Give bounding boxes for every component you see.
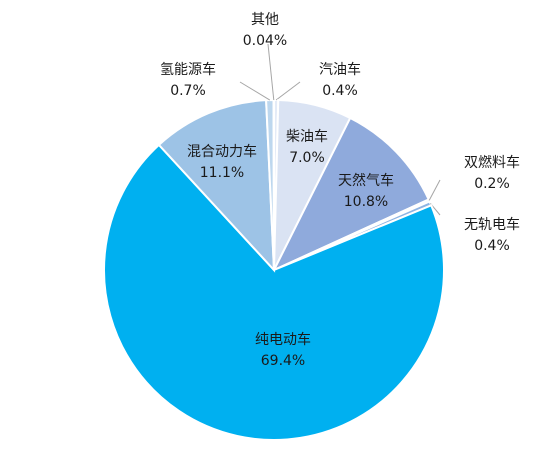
value-label: 0.4% [474,238,510,254]
slice-label: 柴油车 [286,128,328,145]
slice-label: 其他 [251,12,279,28]
value-label: 10.8% [344,194,388,210]
value-label: 69.4% [261,353,305,369]
pie-slice [103,143,445,441]
slice-label: 天然气车 [338,172,394,189]
leader-line [428,179,441,201]
slice-label: 混合动力车 [187,143,257,160]
value-label: 0.4% [322,83,358,99]
slice-label: 无轨电车 [464,216,520,233]
value-label: 11.1% [200,165,244,181]
value-label: 7.0% [289,150,325,166]
pie-slice [271,116,431,273]
value-label: 0.2% [474,176,510,192]
slice-label: 氢能源车 [160,61,216,78]
value-label: 0.7% [170,83,206,99]
value-label: 0.04% [243,33,287,49]
pie-slice [157,99,276,273]
leader-line [267,43,275,101]
slice-label: 汽油车 [319,61,361,78]
slice-label: 双燃料车 [464,154,520,171]
leader-line [239,81,271,101]
slice-label: 纯电动车 [255,331,311,348]
leader-line [275,81,301,101]
